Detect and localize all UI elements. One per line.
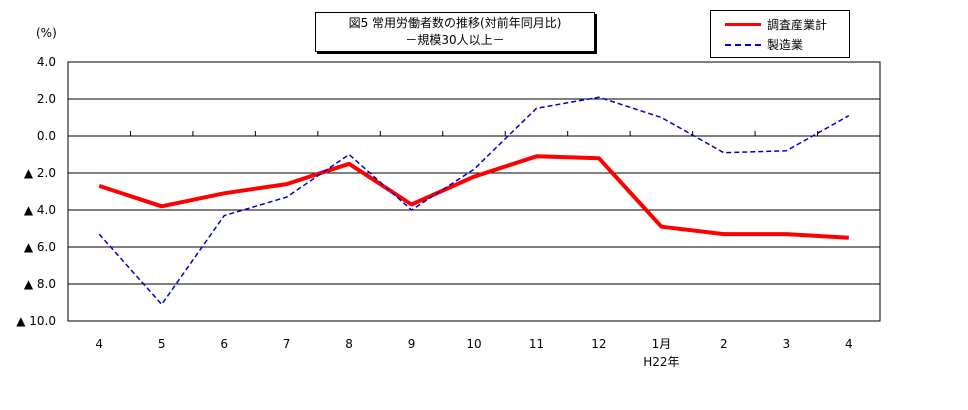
legend-label-manufacturing: 製造業 xyxy=(767,38,804,52)
y-axis-unit-label: (%) xyxy=(36,26,57,40)
x-tick-label: 9 xyxy=(408,337,416,351)
x-tick-label: 12 xyxy=(591,337,606,351)
legend-label-all-industries: 調査産業計 xyxy=(767,18,828,32)
x-tick-label: 1月 xyxy=(652,337,672,351)
series-line-manufacturing xyxy=(98,96,850,306)
x-tick-label: 11 xyxy=(529,337,544,351)
chart-title: 図5 常用労働者数の推移(対前年同月比) xyxy=(348,16,562,30)
plot-frame xyxy=(67,61,881,322)
x-tick-label: 7 xyxy=(283,337,291,351)
x-tick-label: 6 xyxy=(220,337,228,351)
y-tick-label: ▲ 6.0 xyxy=(24,240,56,254)
x-tick-label: 8 xyxy=(345,337,353,351)
chart-subtitle: －規模30人以上－ xyxy=(405,33,505,47)
x-tick-label: 5 xyxy=(158,337,166,351)
chart-title-box: 図5 常用労働者数の推移(対前年同月比) －規模30人以上－ xyxy=(315,12,595,52)
y-tick-label: 0.0 xyxy=(37,129,56,143)
x-tick-label: 4 xyxy=(845,337,853,351)
y-tick-label: 4.0 xyxy=(37,55,56,69)
y-tick-label: ▲ 2.0 xyxy=(24,166,56,180)
x-tick-label: 2 xyxy=(720,337,728,351)
legend-swatch-all-industries xyxy=(725,23,761,26)
y-tick-label: ▲ 8.0 xyxy=(24,277,56,291)
legend-swatch-manufacturing xyxy=(725,44,761,46)
x-tick-label: 4 xyxy=(95,337,103,351)
y-tick-label: 2.0 xyxy=(37,92,56,106)
y-tick-label: ▲ 4.0 xyxy=(24,203,56,217)
year-note-label: H22年 xyxy=(643,355,679,369)
x-tick-label: 3 xyxy=(782,337,790,351)
series-line-all-industries xyxy=(98,154,849,240)
x-tick-label: 10 xyxy=(466,337,481,351)
legend: 調査産業計 製造業 xyxy=(710,10,850,58)
y-tick-label: ▲ 10.0 xyxy=(16,314,56,328)
